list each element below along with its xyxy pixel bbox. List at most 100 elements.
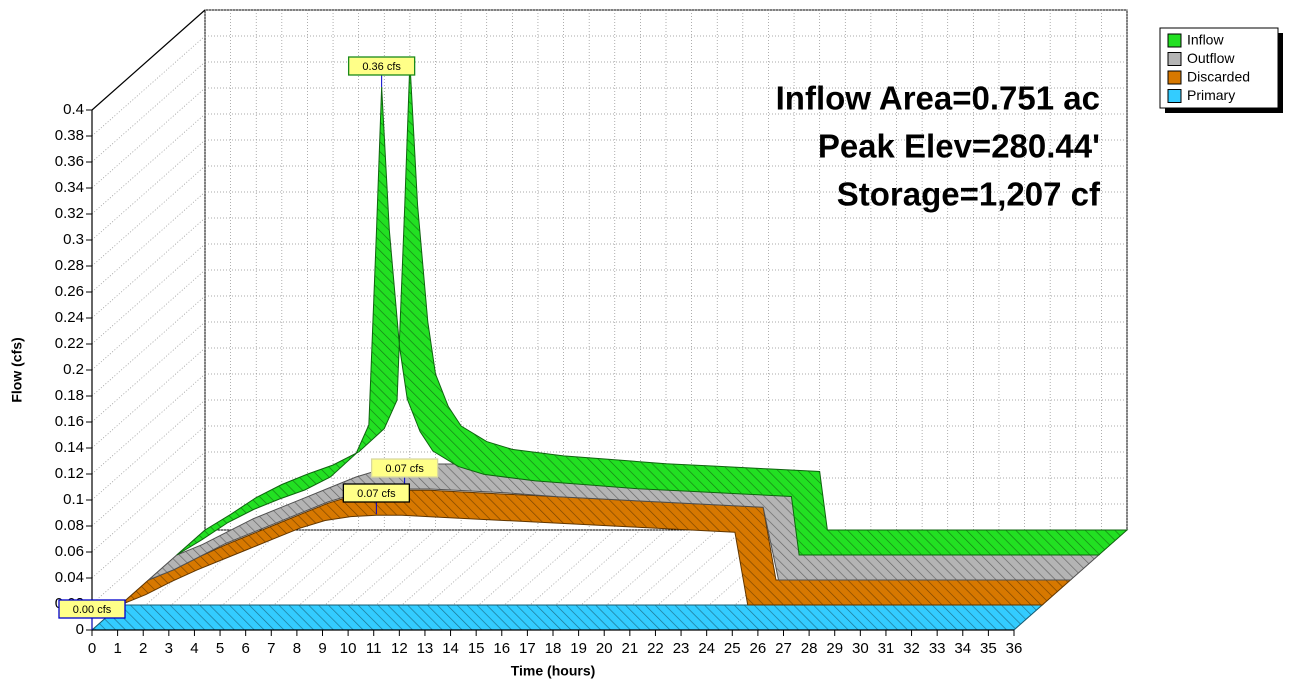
floor-grid-line <box>680 529 795 631</box>
floor-grid-line <box>245 529 359 631</box>
side-grid-line <box>91 61 206 163</box>
floor-grid-line <box>450 529 564 631</box>
side-grid-line <box>91 35 206 137</box>
x-tick-label: 29 <box>826 640 843 657</box>
y-tick-label: 0.2 <box>63 361 84 378</box>
x-tick-label: 4 <box>190 640 198 657</box>
peak-label-box <box>342 483 411 503</box>
annotation: Inflow Area=0.751 ac <box>776 80 1100 117</box>
floor-grid-line <box>194 529 308 631</box>
y-tick-label: 0.1 <box>63 491 84 508</box>
legend-label: Outflow <box>1187 50 1235 66</box>
x-tick-label: 30 <box>852 640 869 657</box>
floor-grid-line <box>475 529 590 631</box>
y-tick-label: 0.18 <box>55 387 84 404</box>
peak-label: 0.36 cfs <box>362 61 401 73</box>
legend-swatch <box>1167 52 1182 66</box>
peak-label-box <box>58 599 126 619</box>
side-grid-line <box>91 373 206 475</box>
x-tick-label: 6 <box>241 640 249 657</box>
legend-swatch <box>1167 70 1182 85</box>
x-tick-label: 19 <box>570 640 587 657</box>
y-tick-label: 0.24 <box>55 309 84 326</box>
axis-edge <box>91 9 206 111</box>
floor-grid-line <box>603 529 718 631</box>
x-tick-label: 11 <box>366 640 382 657</box>
peak-label: 0.00 cfs <box>73 604 112 616</box>
legend-label: Discarded <box>1187 69 1250 85</box>
y-tick-label: 0.14 <box>55 439 84 456</box>
floor-grid-line <box>527 529 641 631</box>
x-tick-label: 23 <box>673 640 690 657</box>
x-tick-label: 17 <box>519 640 536 657</box>
x-tick-label: 27 <box>775 640 792 657</box>
x-tick-label: 8 <box>293 640 301 657</box>
floor-grid-line <box>655 529 769 631</box>
side-grid-line <box>91 139 206 241</box>
annotation: Storage=1,207 cf <box>837 176 1101 213</box>
x-tick-label: 13 <box>417 640 434 657</box>
y-tick-label: 0.16 <box>55 413 84 430</box>
x-tick-label: 14 <box>442 640 459 657</box>
side-grid-line <box>91 451 206 553</box>
legend-swatch <box>1167 33 1182 48</box>
x-tick-label: 31 <box>878 640 895 657</box>
side-grid-line <box>91 503 206 605</box>
y-tick-label: 0.04 <box>55 569 84 586</box>
x-tick-label: 33 <box>929 640 946 657</box>
x-axis-title: Time (hours) <box>511 663 596 679</box>
y-tick-label: 0.36 <box>55 153 84 170</box>
x-tick-label: 12 <box>391 640 408 657</box>
y-tick-label: 0.3 <box>63 231 84 248</box>
x-tick-label: 32 <box>903 640 920 657</box>
peak-label-box <box>370 458 439 478</box>
floor-grid-line <box>373 529 487 631</box>
y-tick-label: 0.06 <box>55 543 84 560</box>
x-tick-label: 15 <box>468 640 485 657</box>
side-grid-line <box>91 87 206 189</box>
side-grid-line <box>91 295 206 397</box>
y-tick-label: 0.34 <box>55 179 84 196</box>
x-tick-label: 18 <box>545 640 562 657</box>
y-tick-label: 0.32 <box>55 205 84 222</box>
y-tick-label: 0.28 <box>55 257 84 274</box>
x-tick-label: 34 <box>954 640 971 657</box>
y-tick-label: 0.08 <box>55 517 84 534</box>
y-tick-label: 0.38 <box>55 127 84 144</box>
side-grid-line <box>91 165 206 267</box>
x-tick-label: 22 <box>647 640 664 657</box>
side-grid-line <box>91 477 206 579</box>
x-tick-label: 3 <box>165 640 173 657</box>
series-ribbon <box>90 604 1044 631</box>
side-grid-line <box>91 399 206 501</box>
x-tick-label: 28 <box>801 640 818 657</box>
floor-grid-line <box>322 529 436 631</box>
x-tick-label: 5 <box>216 640 224 657</box>
x-tick-label: 35 <box>980 640 997 657</box>
side-grid-line <box>91 217 206 319</box>
x-tick-label: 24 <box>698 640 715 657</box>
x-tick-label: 7 <box>267 640 275 657</box>
floor-grid-line <box>501 529 616 631</box>
x-tick-label: 36 <box>1006 640 1023 657</box>
x-tick-label: 2 <box>139 640 147 657</box>
floor-grid-line <box>347 529 462 631</box>
peak-label: 0.07 cfs <box>385 463 424 475</box>
floor-grid-line <box>399 529 513 631</box>
floor-grid-line <box>271 529 385 631</box>
side-grid-line <box>91 321 206 423</box>
side-grid-line <box>91 243 206 345</box>
legend-swatch <box>1167 89 1182 103</box>
y-tick-label: 0 <box>76 621 84 638</box>
series-ribbon <box>176 61 1129 556</box>
y-tick-label: 0.12 <box>55 465 84 482</box>
x-tick-label: 10 <box>340 640 357 657</box>
legend-label: Inflow <box>1187 32 1224 48</box>
x-tick-label: 26 <box>750 640 767 657</box>
floor-grid-line <box>552 529 667 631</box>
legend-label: Primary <box>1187 87 1235 103</box>
floor-grid-line <box>424 529 539 631</box>
floor-grid-line <box>142 529 257 631</box>
side-grid-line <box>91 347 206 449</box>
